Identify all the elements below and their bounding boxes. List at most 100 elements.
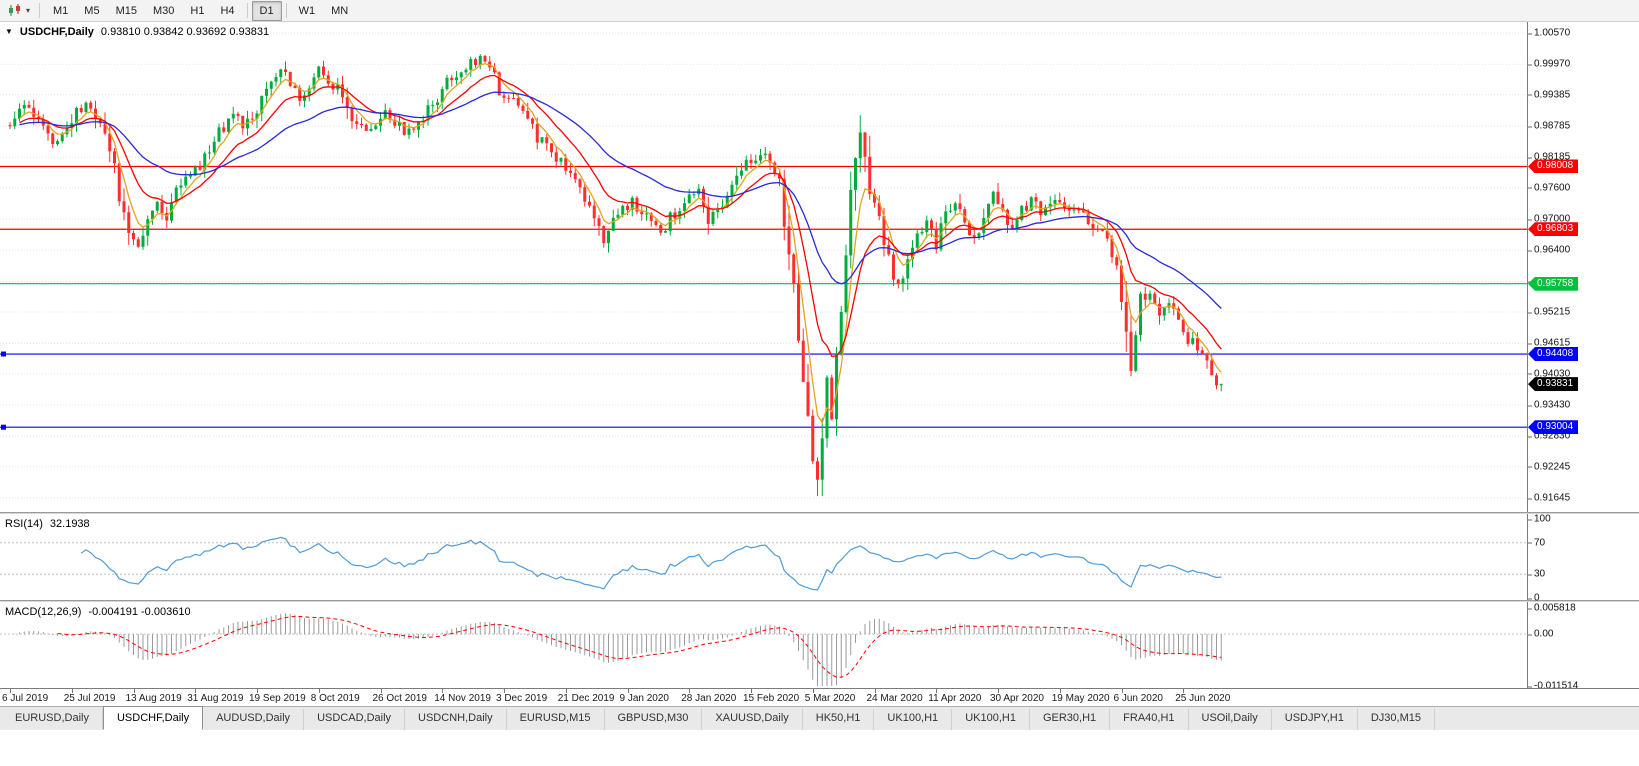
chart-tab-audusd-daily[interactable]: AUDUSD,Daily: [203, 709, 305, 730]
rsi-pane[interactable]: 100 70 30 0 RSI(14) 32.1938: [0, 514, 1639, 604]
chart-tab-usdchf-daily[interactable]: USDCHF,Daily: [102, 706, 204, 730]
chart-tab-usdcad-daily[interactable]: USDCAD,Daily: [304, 709, 406, 730]
rsi-label: RSI(14): [5, 518, 43, 530]
chart-tab-eurusd-daily[interactable]: EURUSD,Daily: [2, 709, 103, 730]
timeframe-m30[interactable]: M30: [152, 4, 175, 17]
macd-axis-label: -0.011514: [1527, 680, 1579, 692]
date-label: 24 Mar 2020: [866, 693, 923, 704]
macd-pane[interactable]: 0.005818 0.00 -0.011514 MACD(12,26,9) -0.0…: [0, 602, 1639, 692]
price-axis-label: 1.00570: [1527, 27, 1571, 39]
dropdown-caret-icon: ▾: [26, 5, 31, 15]
price-axis[interactable]: 1.00570 0.99970 0.99385 0.98785 0.98185 0.976…: [1527, 22, 1639, 512]
rsi-header: RSI(14) 32.1938: [5, 518, 90, 530]
macd-axis-label: 0.005818: [1528, 602, 1576, 614]
time-tick: [504, 689, 505, 693]
time-tick: [565, 689, 567, 693]
price-axis-label: 0.98185: [1527, 151, 1571, 163]
chart-tab-eurusd-m15[interactable]: EURUSD,M15: [506, 709, 605, 730]
chart-ohlc-values: 0.93810 0.93842 0.93692 0.93831: [100, 26, 270, 38]
chart-tab-uk100-h1[interactable]: UK100,H1: [874, 709, 953, 730]
date-label: 21 Dec 2019: [557, 693, 615, 704]
candlestick-chart: [0, 32, 1527, 499]
toolbar-separator: [39, 3, 41, 18]
date-label: 19 May 2020: [1051, 693, 1110, 704]
timeframe-w1[interactable]: W1: [298, 4, 316, 17]
time-axis[interactable]: 6 Jul 2019 25 Jul 2019 13 Aug 2019 31 Aug 2…: [0, 688, 1639, 706]
chart-type-dropdown[interactable]: ▾: [4, 3, 34, 18]
chart-tab-usdjpy-h1[interactable]: USDJPY,H1: [1271, 709, 1358, 730]
date-label: 30 Apr 2020: [990, 693, 1044, 704]
time-tick: [751, 689, 752, 693]
date-label: 8 Oct 2019: [310, 693, 360, 704]
price-axis-label: 0.91645: [1527, 492, 1571, 504]
time-tick: [318, 689, 320, 693]
chart-tab-ger30-h1[interactable]: GER30,H1: [1029, 709, 1111, 730]
timeframe-m1[interactable]: M1: [53, 4, 69, 17]
date-label: 14 Nov 2019: [434, 693, 491, 704]
time-tick: [257, 689, 258, 693]
chart-title: USDCHF,Daily: [19, 26, 94, 38]
macd-header: MACD(12,26,9) -0.004191 -0.003610: [5, 606, 191, 618]
rsi-plot: [0, 536, 1527, 591]
macd-axis[interactable]: 0.005818 0.00 -0.011514: [1527, 602, 1639, 692]
chart-tab-uk100-h1[interactable]: UK100,H1: [952, 709, 1030, 730]
chart-tab-fra40-h1[interactable]: FRA40,H1: [1110, 709, 1189, 730]
timeframe-h1[interactable]: H1: [190, 4, 205, 17]
timeframe-toolbar: ▾ M1 M5 M15 M30 H1 H4 D1 W1 MN: [0, 0, 1639, 22]
time-tick: [1059, 689, 1061, 693]
time-tick: [1121, 689, 1123, 693]
pane-divider-macd[interactable]: [0, 600, 1639, 602]
time-tick: [1183, 689, 1185, 693]
toolbar-separator: [246, 3, 248, 18]
date-label: 25 Jul 2019: [63, 693, 116, 704]
time-tick: [812, 689, 814, 693]
chart-header: ▼ USDCHF,Daily 0.93810 0.93842 0.93692 0…: [5, 26, 269, 38]
macd-values: -0.004191 -0.003610: [88, 606, 191, 618]
chart-tab-xauusd-daily[interactable]: XAUUSD,Daily: [702, 709, 803, 730]
timeframe-h4[interactable]: H4: [220, 4, 235, 17]
price-axis-label: 0.94615: [1527, 337, 1571, 349]
symbol-caret-icon[interactable]: ▼: [5, 27, 13, 36]
time-tick: [195, 689, 197, 693]
timeframe-m15[interactable]: M15: [115, 4, 137, 17]
macd-plot: [0, 613, 1527, 686]
chart-tab-usoil-daily[interactable]: USOil,Daily: [1188, 709, 1272, 730]
timeframe-buttons: M1 M5 M15 M30 H1 H4 D1 W1 MN: [45, 0, 356, 21]
chart-tab-dj30-m15[interactable]: DJ30,M15: [1357, 709, 1435, 730]
date-label: 5 Mar 2020: [804, 693, 856, 704]
current-price-tag: 0.93831: [1528, 377, 1579, 392]
chart-tab-gbpusd-m30[interactable]: GBPUSD,M30: [604, 709, 703, 730]
price-chart-pane[interactable]: 1.00570 0.99970 0.99385 0.98785 0.98185 0.976…: [0, 22, 1639, 512]
empty-area: [0, 730, 1639, 766]
date-label: 3 Dec 2019: [496, 693, 548, 704]
hline-price-tag: 0.93004: [1528, 420, 1579, 435]
pane-divider-rsi[interactable]: [0, 512, 1639, 514]
timeframe-d1[interactable]: D1: [251, 0, 282, 21]
time-tick: [627, 689, 629, 693]
rsi-axis-label: 30: [1527, 568, 1546, 580]
rsi-axis[interactable]: 100 70 30 0: [1527, 514, 1639, 604]
time-tick: [380, 689, 382, 693]
timeframe-mn[interactable]: MN: [331, 4, 349, 17]
date-label: 26 Oct 2019: [372, 693, 427, 704]
date-label: 28 Jan 2020: [681, 693, 737, 704]
date-label: 9 Jan 2020: [619, 693, 670, 704]
timeframe-m5[interactable]: M5: [84, 4, 100, 17]
price-axis-label: 0.99385: [1527, 89, 1571, 101]
time-tick: [133, 689, 135, 693]
price-axis-label: 0.97000: [1527, 213, 1571, 225]
time-tick: [689, 689, 691, 693]
hline-price-tag: 0.98008: [1528, 159, 1579, 174]
date-label: 13 Aug 2019: [125, 693, 182, 704]
rsi-axis-label: 0: [1528, 592, 1540, 604]
date-label: 6 Jun 2020: [1113, 693, 1164, 704]
time-tick: [874, 689, 876, 693]
date-label: 19 Sep 2019: [249, 693, 306, 704]
time-tick: [936, 689, 938, 693]
hline-price-tag: 0.95758: [1528, 276, 1579, 291]
chart-tab-hk50-h1[interactable]: HK50,H1: [802, 709, 875, 730]
time-tick: [998, 689, 999, 693]
price-axis-label: 0.95215: [1527, 306, 1571, 318]
chart-tab-usdcnh-daily[interactable]: USDCNH,Daily: [405, 709, 507, 730]
price-axis-label: 0.93430: [1527, 399, 1571, 411]
